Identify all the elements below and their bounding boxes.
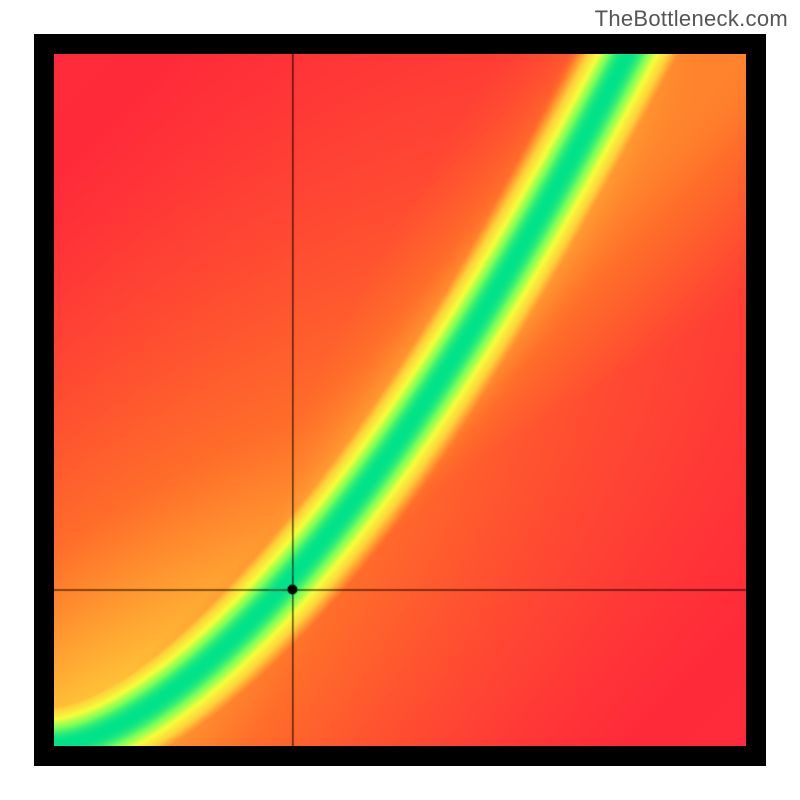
- heatmap-canvas: [54, 54, 746, 746]
- chart-outer-frame: [34, 34, 766, 766]
- heatmap-plot: [54, 54, 746, 746]
- watermark-text: TheBottleneck.com: [595, 6, 788, 32]
